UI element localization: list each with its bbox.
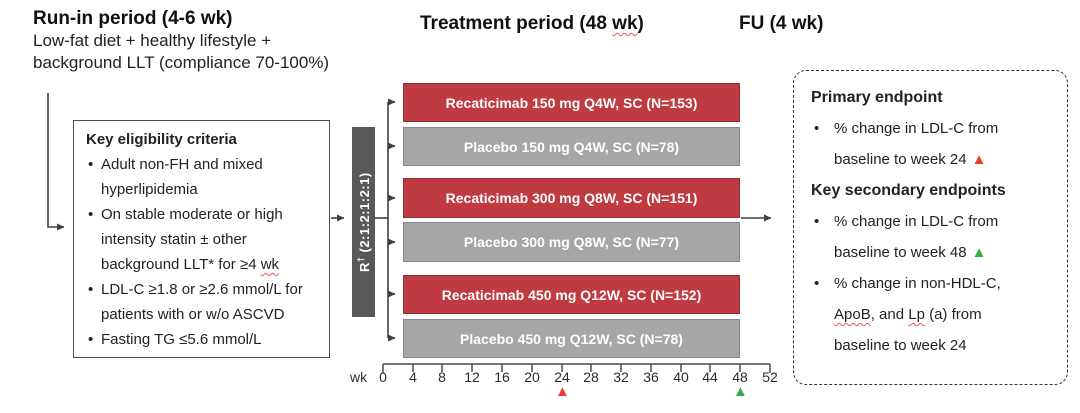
eligibility-item-3: LDL-C ≥1.8 or ≥2.6 mmol/L for patients w… (86, 277, 321, 327)
eligibility-item-4: Fasting TG ≤5.6 mmol/L (86, 327, 321, 352)
treatment-title-wk: wk (612, 13, 638, 34)
week-48-marker-icon: ▲ (733, 383, 748, 400)
axis-tick-8: 8 (438, 369, 446, 385)
axis-tick-28: 28 (583, 369, 599, 385)
eligibility-item-1-line-1: Adult non-FH and mixed (101, 156, 263, 173)
secondary-endpoint-2-apob: ApoB (834, 306, 871, 323)
arm-bar-placebo-150: Placebo 150 mg Q4W, SC (N=78) (403, 127, 740, 166)
arm-label: Recaticimab 150 mg Q4W, SC (N=153) (445, 94, 698, 111)
eligibility-item-2-wk: wk (260, 256, 280, 273)
secondary-endpoint-2-lp: Lp (908, 306, 925, 323)
secondary-endpoint-1-line-2: baseline to week 48 (834, 244, 967, 261)
secondary-endpoint-2-line-3: baseline to week 24 (834, 337, 967, 354)
randomization-r: R (356, 261, 372, 272)
treatment-title-paren: ) (637, 13, 644, 34)
primary-endpoint-line-2: baseline to week 24 (834, 151, 967, 168)
run-in-description: Low-fat diet + healthy lifestyle + backg… (33, 30, 329, 74)
run-in-line1: Low-fat diet + healthy lifestyle + (33, 31, 272, 50)
secondary-endpoints-title: Key secondary endpoints (811, 182, 1006, 199)
eligibility-title: Key eligibility criteria (86, 131, 237, 148)
axis-tick-36: 36 (643, 369, 659, 385)
secondary-endpoint-item-2: % change in non-HDL-C, ApoB, and Lp (a) … (811, 268, 1061, 361)
randomization-bar: R† (2:1:2:1:2:1) (352, 127, 375, 317)
randomization-label: R† (2:1:2:1:2:1) (355, 172, 371, 272)
arm-bar-placebo-300: Placebo 300 mg Q8W, SC (N=77) (403, 222, 740, 262)
randomization-dagger: † (355, 256, 366, 262)
week-24-marker-icon: ▲ (555, 383, 570, 400)
arm-bar-recaticimab-300: Recaticimab 300 mg Q8W, SC (N=151) (403, 178, 740, 218)
secondary-endpoint-2-line-1: % change in non-HDL-C, (834, 275, 1001, 292)
green-triangle-icon: ▲ (971, 244, 987, 261)
arm-label: Placebo 150 mg Q4W, SC (N=78) (463, 138, 680, 155)
eligibility-item-2: On stable moderate or high intensity sta… (86, 202, 321, 277)
follow-up-title: FU (4 wk) (739, 13, 824, 34)
arm-label: Placebo 300 mg Q8W, SC (N=77) (463, 234, 680, 250)
runin-to-eligibility-arrow (47, 93, 65, 231)
eligibility-item-3-line-1: LDL-C ≥1.8 or ≥2.6 mmol/L for (101, 281, 303, 298)
axis-tick-24: 24 (554, 369, 570, 385)
secondary-endpoint-2-post: (a) from (924, 306, 982, 323)
secondary-endpoint-1-line-1: % change in LDL-C from (834, 213, 999, 230)
arm-label: Recaticimab 450 mg Q12W, SC (N=152) (441, 286, 702, 303)
arm-label: Recaticimab 300 mg Q8W, SC (N=151) (445, 190, 698, 206)
primary-endpoint-line-1: % change in LDL-C from (834, 120, 999, 137)
eligibility-item-2-line-1: On stable moderate or high (101, 206, 283, 223)
axis-tick-0: 0 (379, 369, 387, 385)
treatment-title-text: Treatment period (48 (420, 13, 613, 34)
red-triangle-icon: ▲ (971, 151, 987, 168)
primary-endpoint-item: % change in LDL-C from baseline to week … (811, 113, 1061, 175)
axis-tick-32: 32 (613, 369, 629, 385)
secondary-endpoint-2-mid: , and (870, 306, 909, 323)
axis-tick-20: 20 (524, 369, 540, 385)
run-in-line2: background LLT (compliance 70-100%) (33, 53, 330, 72)
axis-tick-44: 44 (702, 369, 718, 385)
eligibility-criteria-box: Key eligibility criteria Adult non-FH an… (73, 120, 330, 358)
secondary-endpoint-item-1: % change in LDL-C from baseline to week … (811, 206, 1061, 268)
run-in-section: Run-in period (4-6 wk) Low-fat diet + he… (33, 8, 329, 74)
eligibility-item-1: Adult non-FH and mixed hyperlipidemia (86, 152, 321, 202)
axis-tick-48: 48 (732, 369, 748, 385)
axis-tick-16: 16 (494, 369, 510, 385)
randomization-ratio: (2:1:2:1:2:1) (356, 172, 372, 257)
endpoints-panel: Primary endpoint % change in LDL-C from … (793, 70, 1068, 385)
run-in-title: Run-in period (4-6 wk) (33, 8, 233, 29)
arm-bar-recaticimab-150: Recaticimab 150 mg Q4W, SC (N=153) (403, 83, 740, 122)
eligibility-item-1-line-2: hyperlipidemia (101, 181, 198, 198)
eligibility-item-2-line-2: intensity statin ± other (101, 231, 247, 248)
axis-unit-label: wk (350, 369, 368, 385)
axis-tick-40: 40 (673, 369, 689, 385)
arm-bar-placebo-450: Placebo 450 mg Q12W, SC (N=78) (403, 319, 740, 358)
arm-label: Placebo 450 mg Q12W, SC (N=78) (460, 330, 683, 347)
axis-tick-52: 52 (762, 369, 778, 385)
axis-tick-4: 4 (409, 369, 417, 385)
eligibility-item-2-line-3: background LLT* for ≥4 (101, 256, 261, 273)
axis-tick-12: 12 (464, 369, 480, 385)
treatment-period-title: Treatment period (48 wk) (420, 13, 644, 35)
primary-endpoint-title: Primary endpoint (811, 89, 943, 106)
eligibility-item-3-line-2: patients with or w/o ASCVD (101, 306, 285, 323)
arm-bar-recaticimab-450: Recaticimab 450 mg Q12W, SC (N=152) (403, 275, 740, 314)
